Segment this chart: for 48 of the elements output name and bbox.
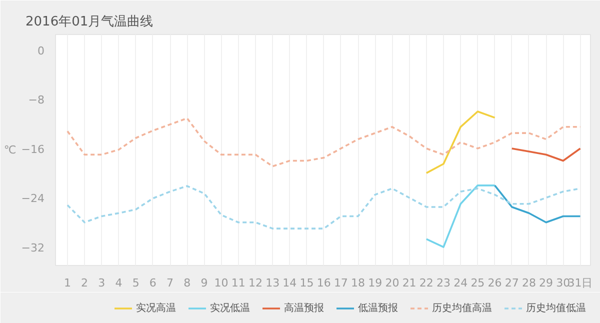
x-tick-label: 4 <box>115 276 122 290</box>
x-tick-label: 14 <box>282 276 297 290</box>
x-tick-label: 17 <box>334 276 348 290</box>
x-tick-label: 10 <box>214 276 228 290</box>
x-tick-label: 20 <box>385 276 400 290</box>
legend-label: 高温预报 <box>284 302 324 314</box>
x-tick-label: 24 <box>454 276 468 290</box>
x-tick-label: 28 <box>522 276 536 290</box>
x-tick-label: 7 <box>166 276 174 290</box>
x-tick-label: 21 <box>402 276 416 290</box>
x-tick-label: 26 <box>488 276 502 290</box>
x-tick-label: 12 <box>248 276 262 290</box>
x-tick-label: 13 <box>266 276 280 290</box>
line-series <box>510 148 582 162</box>
x-tick-label: 9 <box>200 276 208 290</box>
x-tick-label: 22 <box>419 276 434 290</box>
x-tick-label: 2 <box>81 276 88 290</box>
line-series <box>426 184 496 248</box>
legend-label: 历史均值低温 <box>526 302 586 314</box>
y-tick-label: −24 <box>21 192 45 206</box>
legend-label: 低温预报 <box>358 302 398 314</box>
y-tick-label: 0 <box>38 44 44 58</box>
x-tick-label: 3 <box>98 276 106 290</box>
x-tick-label: 8 <box>184 276 191 290</box>
x-tick-label: 23 <box>436 276 451 290</box>
x-tick-label: 27 <box>504 276 519 290</box>
y-tick-label: −32 <box>21 242 45 255</box>
x-tick-label: 1 <box>64 276 71 290</box>
legend-label: 历史均值高温 <box>432 302 492 314</box>
x-tick-label: 31日 <box>568 276 593 290</box>
x-tick-label: 18 <box>351 276 366 290</box>
y-tick-label: −16 <box>21 142 45 156</box>
x-tick-label: 5 <box>132 276 140 290</box>
x-tick-label: 25 <box>470 276 485 290</box>
x-tick-label: 11 <box>231 276 246 290</box>
line-series <box>426 110 496 174</box>
y-tick-label: −8 <box>28 94 45 107</box>
y-axis-title: ℃ <box>4 144 16 156</box>
line-series <box>494 184 582 224</box>
x-tick-label: 6 <box>149 276 156 290</box>
legend-label: 实况低温 <box>210 302 250 314</box>
chart-title: 2016年01月气温曲线 <box>26 14 154 30</box>
x-tick-label: 16 <box>316 276 331 290</box>
legend-label: 实况高温 <box>136 302 176 314</box>
x-tick-label: 29 <box>539 276 554 290</box>
x-tick-label: 15 <box>300 276 314 290</box>
x-tick-label: 19 <box>368 276 382 290</box>
x-tick-label: 30 <box>556 276 570 290</box>
